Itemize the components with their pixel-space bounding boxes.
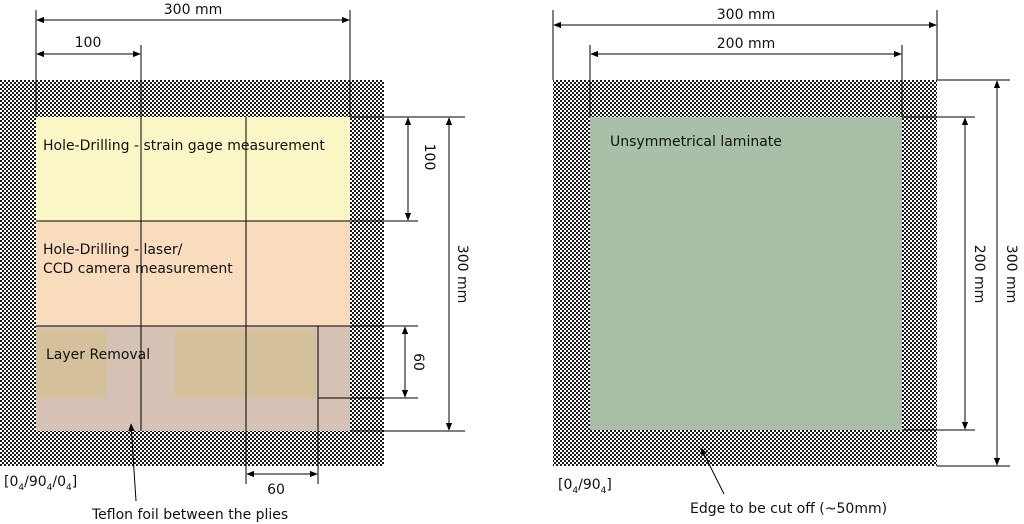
dim-width-300-label: 300 mm — [164, 2, 222, 18]
dim-width-200-label: 200 mm — [717, 36, 775, 52]
region-laser-ccd — [36, 221, 350, 326]
region-strain-gage — [36, 117, 350, 221]
region-laser-label-line1: Hole-Drilling - laser/ — [43, 242, 183, 258]
dim-height-60-label: 60 — [410, 353, 426, 371]
removal-patch-left — [36, 330, 107, 398]
dim-height-300-right-label: 300 mm — [1003, 245, 1019, 303]
edge-callout-arrow — [700, 447, 725, 495]
region-laser-label-line2: CCD camera measurement — [43, 261, 233, 277]
dim-height-100-label: 100 — [421, 144, 437, 171]
teflon-callout-label: Teflon foil between the plies — [91, 507, 288, 523]
left-panel: 300 mm 100 300 mm 100 60 60 Hole-Drillin… — [0, 2, 470, 523]
teflon-callout-arrow — [128, 423, 137, 502]
region-strain-gage-label: Hole-Drilling - strain gage measurement — [43, 138, 325, 154]
dim-width-60-label: 60 — [267, 482, 285, 498]
right-panel: 300 mm 200 mm 200 mm 300 mm Unsymmetrica… — [552, 7, 1019, 517]
edge-callout-label: Edge to be cut off (~50mm) — [690, 501, 887, 517]
region-unsymmetrical-laminate — [590, 117, 902, 430]
dim-height-200-label: 200 mm — [971, 245, 987, 303]
dim-height-300-label: 300 mm — [454, 245, 470, 303]
region-layer-removal-label: Layer Removal — [46, 347, 150, 363]
dim-width-300-right-label: 300 mm — [717, 7, 775, 23]
left-layup-label: [04/904/04] — [4, 474, 77, 493]
right-layup-label: [04/904] — [558, 477, 612, 496]
dim-width-100-label: 100 — [75, 35, 102, 51]
unsymmetrical-laminate-label: Unsymmetrical laminate — [610, 134, 782, 150]
